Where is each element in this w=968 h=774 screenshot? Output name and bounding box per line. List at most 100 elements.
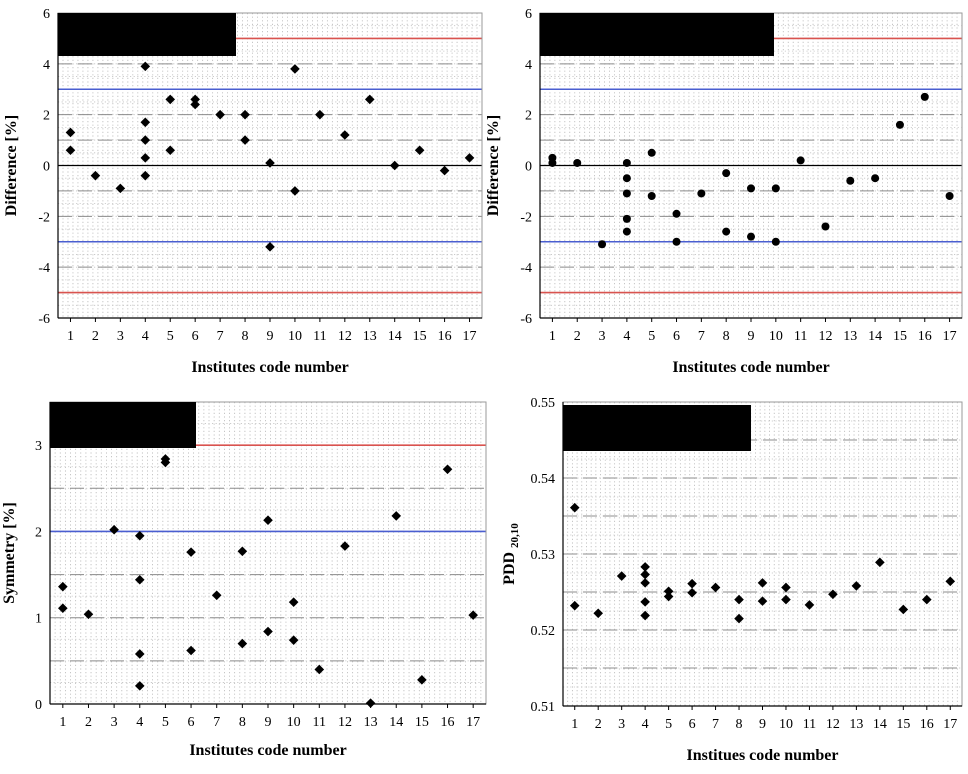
data-point bbox=[442, 464, 453, 475]
panel-title: Symmetry bbox=[65, 411, 181, 440]
data-point bbox=[439, 165, 450, 176]
data-point bbox=[747, 232, 755, 241]
data-point bbox=[796, 156, 805, 165]
y-tick-label: 2 bbox=[35, 525, 42, 540]
data-point bbox=[871, 174, 880, 183]
chart-panel-3: 1 2 3 4 5 6 7 8 9 10 11 12 13 14 15 16 170.510.520.530.5… bbox=[501, 396, 963, 764]
x-tick-label: 9 bbox=[267, 329, 274, 344]
panel-title-box bbox=[58, 13, 236, 56]
x-tick-label: 6 bbox=[689, 717, 696, 732]
data-point bbox=[616, 571, 627, 581]
data-point bbox=[134, 681, 145, 691]
x-tick-label: 5 bbox=[162, 715, 169, 730]
data-point bbox=[65, 127, 76, 138]
data-point bbox=[647, 192, 656, 200]
data-point bbox=[211, 590, 222, 601]
x-tick-label: 7 bbox=[712, 717, 719, 732]
y-tick-label: 2 bbox=[525, 109, 532, 124]
data-point bbox=[640, 569, 650, 580]
y-tick-label: 6 bbox=[525, 7, 532, 22]
panel-title-box bbox=[540, 13, 774, 56]
x-tick-label: 15 bbox=[415, 715, 429, 730]
data-point bbox=[140, 170, 151, 181]
x-tick-label: 14 bbox=[389, 715, 403, 730]
data-point bbox=[663, 586, 674, 597]
x-tick-label: 17 bbox=[463, 329, 477, 344]
x-tick-label: 17 bbox=[943, 329, 957, 344]
data-points bbox=[58, 454, 478, 708]
x-tick-label: 12 bbox=[826, 717, 840, 732]
chart-panel-2: 1 2 3 4 5 6 7 8 9 10 11 12 13 14 15 16 170123SymmetryIns… bbox=[1, 401, 487, 759]
chart-panel-0: 1 2 3 4 5 6 7 8 9 10 11 12 13 14 15 16 17-6-4-20246Stati… bbox=[3, 7, 483, 376]
y-tick-label: 4 bbox=[43, 58, 50, 73]
data-point bbox=[828, 589, 838, 600]
x-tick-label: 10 bbox=[769, 329, 783, 344]
data-point bbox=[140, 153, 151, 163]
data-point bbox=[945, 192, 954, 200]
data-point bbox=[340, 130, 350, 140]
x-tick-label: 16 bbox=[918, 329, 932, 344]
x-tick-label: 12 bbox=[818, 329, 832, 344]
data-points bbox=[569, 502, 956, 624]
panel-title: Rotational output bbox=[566, 23, 748, 49]
x-tick-label: 13 bbox=[364, 715, 378, 730]
y-tick-label: 0.51 bbox=[531, 700, 556, 715]
x-tick-label: 11 bbox=[794, 329, 807, 344]
data-point bbox=[391, 511, 402, 521]
data-point bbox=[389, 160, 400, 171]
y-tick-label: 0.52 bbox=[531, 624, 556, 639]
data-point bbox=[83, 609, 94, 620]
x-axis-label: Institutes code number bbox=[189, 742, 346, 759]
y-tick-label: 0.55 bbox=[531, 396, 556, 411]
data-points bbox=[548, 92, 954, 249]
data-point bbox=[58, 581, 68, 592]
data-point bbox=[640, 578, 650, 588]
x-tick-label: 5 bbox=[665, 717, 672, 732]
x-tick-label: 3 bbox=[618, 717, 625, 732]
data-point bbox=[548, 158, 557, 167]
data-point bbox=[804, 600, 815, 610]
x-tick-label: 14 bbox=[868, 329, 882, 344]
x-tick-label: 4 bbox=[623, 329, 630, 344]
x-tick-label: 8 bbox=[239, 715, 246, 730]
x-tick-label: 17 bbox=[943, 717, 957, 732]
x-tick-label: 16 bbox=[441, 715, 455, 730]
x-tick-label: 13 bbox=[363, 329, 377, 344]
data-point bbox=[640, 610, 650, 621]
x-tick-label: 15 bbox=[893, 329, 907, 344]
x-tick-label: 1 bbox=[549, 329, 556, 344]
y-tick-label: 6 bbox=[43, 7, 50, 22]
data-point bbox=[140, 117, 151, 128]
data-point bbox=[140, 135, 151, 145]
panel-title-box bbox=[50, 402, 196, 448]
x-tick-label: 4 bbox=[642, 717, 649, 732]
data-point bbox=[622, 227, 631, 236]
x-tick-label: 11 bbox=[803, 717, 816, 732]
x-tick-label: 9 bbox=[265, 715, 272, 730]
data-point bbox=[757, 596, 768, 606]
x-tick-label: 2 bbox=[574, 329, 581, 344]
y-axis-label: Difference [%] bbox=[485, 115, 502, 216]
data-point bbox=[58, 603, 68, 614]
data-point bbox=[215, 109, 225, 120]
y-tick-label: -2 bbox=[520, 210, 532, 225]
data-point bbox=[821, 222, 830, 231]
data-point bbox=[781, 582, 791, 593]
x-tick-label: 6 bbox=[192, 329, 199, 344]
data-point bbox=[945, 576, 956, 587]
data-point bbox=[134, 574, 145, 585]
x-tick-label: 8 bbox=[242, 329, 249, 344]
x-tick-label: 14 bbox=[388, 329, 402, 344]
data-point bbox=[186, 547, 196, 557]
data-point bbox=[851, 581, 862, 591]
data-point bbox=[315, 109, 325, 120]
data-point bbox=[340, 541, 350, 551]
x-tick-label: 5 bbox=[648, 329, 655, 344]
data-point bbox=[237, 638, 248, 649]
data-point bbox=[722, 169, 731, 178]
data-point bbox=[771, 237, 780, 246]
data-point bbox=[569, 600, 580, 611]
y-tick-label: 3 bbox=[35, 439, 42, 454]
x-tick-label: 16 bbox=[438, 329, 452, 344]
x-tick-label: 11 bbox=[313, 715, 326, 730]
